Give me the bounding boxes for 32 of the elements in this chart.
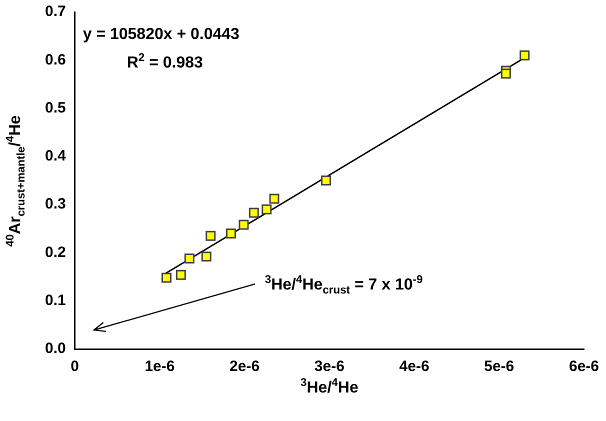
point (248, 208, 259, 218)
x-tick-label: 4e-6 (399, 358, 430, 376)
point (262, 204, 272, 214)
annotation: y = 105820x + 0.0443 (82, 26, 240, 44)
x-tick-label: 3e-6 (314, 358, 344, 376)
point (238, 220, 249, 230)
x-tick-label: 2e-6 (230, 358, 260, 376)
y-tick-label: 0.3 (44, 196, 66, 213)
y-tick-label: 0.7 (44, 3, 66, 20)
point (226, 228, 236, 238)
y-tick-label: 0.6 (44, 51, 66, 68)
point (201, 252, 212, 262)
point (269, 194, 280, 204)
point (184, 254, 194, 264)
x-tick-label: 1e-6 (144, 358, 175, 376)
y-tick-label: 0.4 (44, 148, 66, 165)
point (176, 270, 186, 280)
y-tick-label: 0.0 (44, 340, 66, 358)
point (206, 230, 216, 241)
point (520, 50, 530, 60)
annotation: $^{3}$He/$^{4}$He$_{crust}$ = 7 x 10$^{-9}$ (264, 274, 423, 297)
x-tick-label: 6e-6 (568, 358, 600, 376)
y-tick-label: 0.1 (44, 292, 66, 309)
x-axis-title: $^{3}$He/$^{4}$He (300, 377, 358, 398)
y-tick-label: 0.5 (44, 99, 66, 116)
x-tick-label: 5e-6 (484, 358, 514, 376)
x-tick-label: 0 (70, 358, 80, 376)
point (321, 176, 332, 186)
point (500, 68, 511, 79)
y-tick-label: 0.2 (44, 244, 66, 261)
annotation: R$^{2}$ = 0.983 (126, 52, 203, 72)
point (162, 272, 172, 283)
